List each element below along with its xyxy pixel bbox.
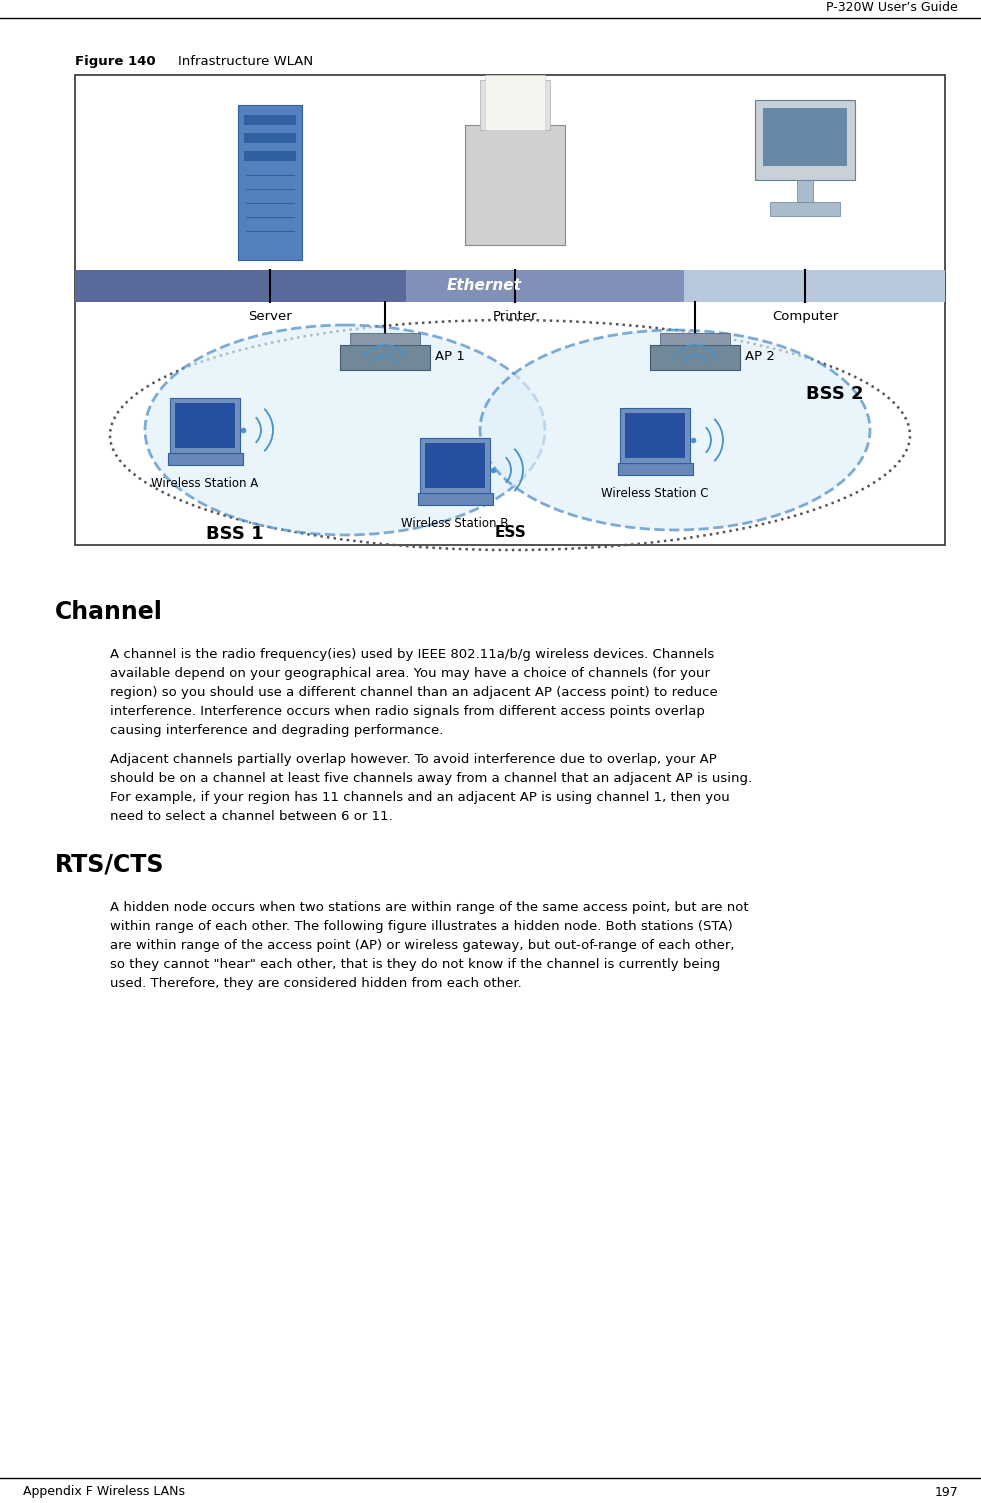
Text: Server: Server: [248, 310, 292, 323]
Bar: [660, 334, 730, 346]
Text: A hidden node occurs when two stations are within range of the same access point: A hidden node occurs when two stations a…: [110, 900, 749, 990]
Text: BSS 2: BSS 2: [806, 385, 864, 403]
Bar: [480, 80, 550, 129]
Text: Channel: Channel: [55, 600, 163, 624]
Bar: [425, 443, 485, 488]
Text: AP 2: AP 2: [745, 350, 775, 364]
Text: AP 1: AP 1: [435, 350, 465, 364]
Ellipse shape: [145, 325, 545, 535]
Bar: [170, 398, 240, 452]
Bar: [755, 101, 855, 180]
Bar: [238, 105, 302, 260]
Ellipse shape: [480, 331, 870, 531]
Bar: [75, 75, 945, 546]
Bar: [168, 452, 242, 464]
Bar: [485, 75, 545, 129]
Bar: [770, 201, 840, 216]
Bar: [405, 271, 684, 302]
Text: BSS 1: BSS 1: [206, 525, 264, 543]
Bar: [350, 334, 420, 346]
Bar: [244, 150, 296, 161]
Text: P-320W User’s Guide: P-320W User’s Guide: [826, 2, 958, 14]
Text: Wireless Station C: Wireless Station C: [601, 487, 708, 500]
Text: Wireless Station A: Wireless Station A: [151, 476, 259, 490]
Text: A channel is the radio frequency(ies) used by IEEE 802.11a/b/g wireless devices.: A channel is the radio frequency(ies) us…: [110, 648, 718, 736]
Text: Ethernet: Ethernet: [446, 278, 521, 293]
Bar: [650, 346, 740, 370]
Text: Figure 140: Figure 140: [75, 56, 156, 68]
Bar: [244, 132, 296, 143]
Bar: [763, 108, 847, 165]
Bar: [75, 271, 405, 302]
Bar: [244, 116, 296, 125]
Bar: [620, 407, 690, 463]
Bar: [625, 413, 685, 458]
Text: RTS/CTS: RTS/CTS: [55, 854, 165, 876]
Bar: [340, 346, 430, 370]
Text: Computer: Computer: [772, 310, 838, 323]
Bar: [684, 271, 945, 302]
Text: Wireless Station B: Wireless Station B: [401, 517, 509, 531]
Bar: [418, 493, 492, 505]
Text: ESS: ESS: [494, 525, 526, 540]
Text: Printer: Printer: [492, 310, 538, 323]
Text: Infrastructure WLAN: Infrastructure WLAN: [178, 56, 313, 68]
Bar: [797, 180, 813, 201]
Text: 197: 197: [934, 1485, 958, 1498]
Bar: [420, 437, 490, 493]
Bar: [617, 463, 693, 475]
Text: Appendix F Wireless LANs: Appendix F Wireless LANs: [23, 1485, 185, 1498]
Text: Adjacent channels partially overlap however. To avoid interference due to overla: Adjacent channels partially overlap howe…: [110, 753, 752, 824]
Bar: [465, 125, 565, 245]
Bar: [175, 403, 235, 448]
